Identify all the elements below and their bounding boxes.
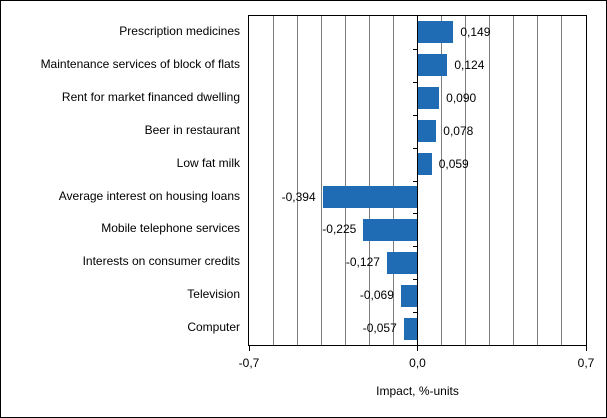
category-label: Computer — [187, 320, 240, 335]
bar — [400, 284, 418, 307]
value-label: -0,225 — [322, 222, 357, 237]
gridline — [537, 16, 539, 345]
gridline — [392, 16, 394, 345]
plot-area: 0,149 0,124 0,090 0,078 0,059 -0,394 -0,225 -0,… — [248, 15, 587, 346]
zero-axis-tick — [413, 279, 417, 281]
zero-axis-tick — [413, 147, 417, 149]
value-label: -0,127 — [345, 255, 380, 270]
value-label: -0,069 — [359, 288, 394, 303]
zero-axis-line — [417, 16, 418, 345]
category-label: Interests on consumer credits — [82, 254, 240, 269]
x-axis-tick-label: 0,7 — [577, 356, 595, 370]
zero-axis-tick — [413, 312, 417, 314]
category-label: Beer in restaurant — [144, 122, 240, 137]
x-axis-tick — [585, 346, 587, 351]
value-label: -0,057 — [362, 321, 397, 336]
value-label: -0,394 — [281, 189, 316, 204]
bar — [322, 185, 418, 208]
bar — [386, 251, 418, 274]
gridline — [513, 16, 515, 345]
x-axis-title: Impact, %-units — [376, 384, 459, 398]
value-label: 0,078 — [443, 123, 474, 138]
zero-axis-tick — [413, 48, 417, 50]
category-label: Maintenance services of block of flats — [40, 56, 240, 71]
value-label: 0,124 — [454, 57, 485, 72]
zero-axis-tick — [413, 246, 417, 248]
x-axis-tick — [248, 346, 250, 351]
category-label: Low fat milk — [176, 155, 240, 170]
gridline — [465, 16, 467, 345]
value-label: 0,059 — [438, 156, 469, 171]
bar — [403, 317, 418, 340]
category-label: Prescription medicines — [119, 24, 240, 38]
gridline — [441, 16, 443, 345]
bar — [417, 153, 432, 176]
x-axis-tick — [417, 346, 418, 351]
gridline — [344, 16, 346, 345]
category-label: Television — [187, 287, 240, 302]
bar — [417, 21, 454, 44]
x-axis-tick-label: -0,7 — [238, 356, 260, 370]
gridline — [296, 16, 298, 345]
bar — [417, 120, 437, 143]
value-label: 0,149 — [460, 25, 491, 39]
zero-axis-tick — [413, 81, 417, 83]
zero-axis-tick — [413, 180, 417, 182]
bar — [417, 87, 440, 110]
category-label: Rent for market financed dwelling — [61, 89, 240, 104]
gridline — [320, 16, 322, 345]
category-label: Average interest on housing loans — [58, 188, 240, 203]
bar — [417, 54, 448, 77]
value-label: 0,090 — [446, 90, 477, 105]
category-label: Mobile telephone services — [101, 221, 240, 236]
x-axis-tick-label: 0,0 — [409, 356, 426, 370]
gridline — [272, 16, 274, 345]
gridline — [368, 16, 370, 345]
gridline — [489, 16, 491, 345]
zero-axis-tick — [413, 213, 417, 215]
bar — [363, 218, 418, 241]
gridline — [561, 16, 563, 345]
zero-axis-tick — [413, 114, 417, 116]
